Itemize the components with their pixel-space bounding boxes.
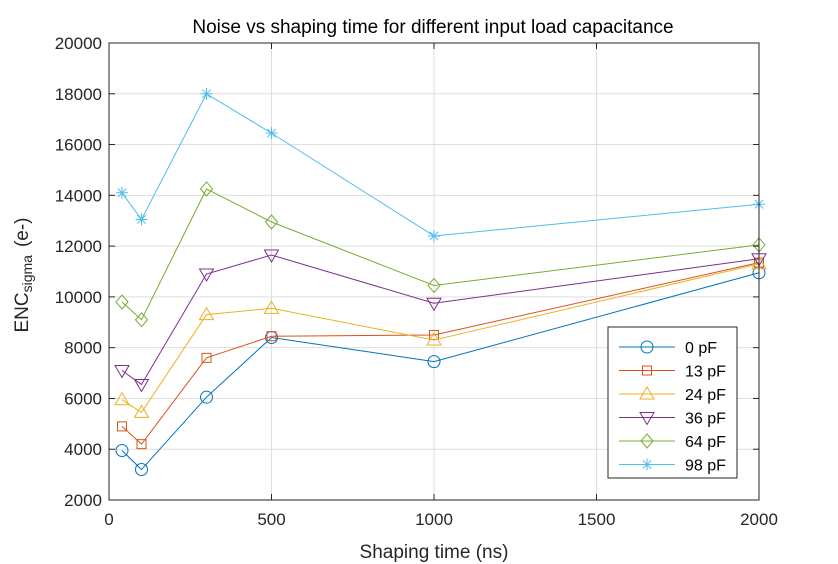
chart-title: Noise vs shaping time for different inpu… bbox=[192, 17, 673, 38]
legend-label: 0 pF bbox=[685, 340, 717, 357]
legend-entry: 64 pF bbox=[619, 433, 726, 451]
y-tick-label: 16000 bbox=[55, 136, 102, 155]
data-point bbox=[426, 332, 442, 346]
series-layer bbox=[114, 87, 767, 477]
data-point bbox=[198, 306, 215, 321]
data-point bbox=[428, 229, 440, 242]
y-axis-title: ENCsigma (e-) bbox=[12, 217, 35, 332]
data-point bbox=[265, 127, 278, 140]
data-point bbox=[198, 268, 215, 283]
data-point bbox=[115, 294, 129, 310]
legend-marker bbox=[642, 365, 652, 376]
y-tick-label: 6000 bbox=[64, 389, 102, 408]
x-tick-label: 2000 bbox=[740, 510, 778, 529]
data-point bbox=[426, 297, 442, 312]
legend-marker bbox=[639, 412, 655, 426]
data-point bbox=[201, 352, 212, 363]
data-point bbox=[263, 249, 280, 263]
data-point bbox=[429, 329, 439, 340]
y-axis-title-main: ENC bbox=[12, 292, 33, 332]
legend-marker bbox=[639, 386, 655, 400]
y-tick-label: 4000 bbox=[64, 440, 102, 459]
data-point bbox=[135, 213, 148, 226]
series-2 bbox=[114, 255, 767, 418]
data-point bbox=[136, 439, 147, 450]
series-line bbox=[121, 272, 760, 471]
series-line bbox=[121, 93, 760, 237]
legend-marker bbox=[640, 340, 654, 354]
legend-marker bbox=[640, 433, 654, 449]
legend-entry: 36 pF bbox=[619, 411, 726, 428]
ticks: 0 500 1000 1500 2000 2000 4000 6000 8000 10000 120… bbox=[55, 34, 778, 529]
data-point bbox=[200, 390, 213, 404]
x-tick-label: 500 bbox=[257, 510, 285, 529]
series-1 bbox=[117, 257, 764, 450]
series-0 bbox=[115, 266, 766, 477]
x-tick-label: 0 bbox=[104, 510, 113, 529]
data-point bbox=[114, 391, 130, 406]
legend-entry: 13 pF bbox=[619, 364, 726, 381]
y-tick-label: 2000 bbox=[64, 491, 102, 510]
legend-label: 13 pF bbox=[685, 364, 726, 381]
data-point bbox=[263, 300, 280, 314]
data-point bbox=[199, 181, 214, 197]
legend-label: 64 pF bbox=[685, 434, 726, 451]
x-tick-label: 1000 bbox=[415, 510, 453, 529]
y-tick-label: 20000 bbox=[55, 34, 102, 53]
legend-marker bbox=[641, 458, 653, 471]
legend-label: 36 pF bbox=[685, 411, 726, 428]
y-axis-title-unit: (e-) bbox=[12, 217, 33, 247]
y-tick-label: 8000 bbox=[64, 339, 102, 358]
data-point bbox=[117, 421, 127, 432]
data-point bbox=[200, 87, 213, 100]
y-tick-label: 10000 bbox=[55, 288, 102, 307]
legend-box bbox=[607, 326, 738, 479]
legend-entry: 98 pF bbox=[619, 458, 726, 475]
legend: 0 pF 13 pF 24 pF 36 pF 64 pF 98 pF bbox=[607, 326, 738, 479]
legend-label: 98 pF bbox=[685, 458, 726, 475]
data-point bbox=[133, 378, 150, 393]
x-axis-title: Shaping time (ns) bbox=[360, 542, 509, 563]
series-line bbox=[121, 254, 760, 386]
data-point bbox=[266, 331, 277, 342]
data-point bbox=[114, 365, 130, 379]
data-point bbox=[427, 277, 441, 294]
y-tick-label: 12000 bbox=[55, 237, 102, 256]
data-point bbox=[134, 311, 149, 328]
y-tick-label: 18000 bbox=[55, 85, 102, 104]
y-axis-title-subscript: sigma bbox=[19, 255, 35, 293]
legend-entry: 24 pF bbox=[619, 386, 726, 404]
y-tick-label: 14000 bbox=[55, 186, 102, 205]
legend-entry: 0 pF bbox=[619, 340, 717, 357]
data-point bbox=[116, 186, 128, 199]
data-point bbox=[135, 463, 148, 477]
data-point bbox=[115, 443, 129, 457]
x-tick-label: 1500 bbox=[578, 510, 616, 529]
data-point bbox=[427, 355, 441, 369]
series-line bbox=[121, 262, 760, 445]
data-point bbox=[133, 404, 150, 418]
data-point bbox=[264, 214, 279, 230]
legend-label: 24 pF bbox=[685, 387, 726, 404]
